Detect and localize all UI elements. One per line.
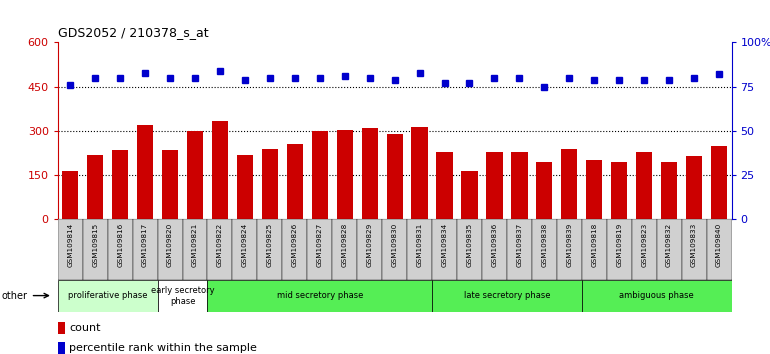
Text: count: count bbox=[69, 323, 101, 333]
Text: GSM109835: GSM109835 bbox=[467, 222, 473, 267]
Text: GSM109833: GSM109833 bbox=[691, 222, 697, 267]
Bar bbox=[336, 130, 353, 219]
Text: GDS2052 / 210378_s_at: GDS2052 / 210378_s_at bbox=[58, 26, 209, 39]
Bar bbox=[411, 127, 427, 219]
Bar bbox=[407, 219, 432, 280]
Text: GSM109824: GSM109824 bbox=[242, 222, 248, 267]
Text: other: other bbox=[2, 291, 28, 301]
Bar bbox=[432, 280, 582, 312]
Bar bbox=[233, 219, 257, 280]
Text: GSM109817: GSM109817 bbox=[142, 222, 148, 267]
Text: mid secretory phase: mid secretory phase bbox=[276, 291, 363, 300]
Bar bbox=[657, 219, 681, 280]
Bar bbox=[58, 219, 82, 280]
Bar bbox=[461, 171, 477, 219]
Text: GSM109840: GSM109840 bbox=[716, 222, 722, 267]
Bar bbox=[437, 152, 453, 219]
Bar bbox=[487, 152, 503, 219]
Text: GSM109828: GSM109828 bbox=[342, 222, 348, 267]
Bar bbox=[607, 219, 631, 280]
Bar bbox=[686, 156, 702, 219]
Bar bbox=[557, 219, 582, 280]
Text: early secretory
phase: early secretory phase bbox=[151, 286, 214, 306]
Bar bbox=[112, 150, 129, 219]
Text: GSM109826: GSM109826 bbox=[292, 222, 298, 267]
Bar bbox=[158, 219, 182, 280]
Text: GSM109814: GSM109814 bbox=[67, 222, 73, 267]
Text: GSM109838: GSM109838 bbox=[541, 222, 547, 267]
Bar bbox=[237, 155, 253, 219]
Bar bbox=[681, 219, 707, 280]
Bar bbox=[582, 219, 607, 280]
Bar bbox=[387, 134, 403, 219]
Text: GSM109837: GSM109837 bbox=[517, 222, 522, 267]
Text: GSM109829: GSM109829 bbox=[367, 222, 373, 267]
Bar bbox=[482, 219, 507, 280]
Text: GSM109831: GSM109831 bbox=[417, 222, 423, 267]
Bar bbox=[137, 125, 153, 219]
Bar bbox=[58, 342, 65, 354]
Bar bbox=[307, 219, 332, 280]
Text: GSM109815: GSM109815 bbox=[92, 222, 99, 267]
Bar bbox=[262, 149, 278, 219]
Bar bbox=[636, 152, 652, 219]
Bar bbox=[586, 160, 602, 219]
Text: GSM109834: GSM109834 bbox=[441, 222, 447, 267]
Bar bbox=[362, 128, 378, 219]
Text: GSM109830: GSM109830 bbox=[392, 222, 397, 267]
Text: percentile rank within the sample: percentile rank within the sample bbox=[69, 343, 257, 353]
Text: GSM109825: GSM109825 bbox=[267, 222, 273, 267]
Bar bbox=[582, 280, 732, 312]
Bar bbox=[207, 280, 432, 312]
Bar bbox=[382, 219, 407, 280]
Bar bbox=[507, 219, 532, 280]
Bar bbox=[108, 219, 132, 280]
Bar bbox=[187, 131, 203, 219]
Text: GSM109821: GSM109821 bbox=[192, 222, 198, 267]
Bar bbox=[357, 219, 382, 280]
Bar bbox=[611, 162, 628, 219]
Bar bbox=[283, 219, 307, 280]
Bar bbox=[182, 219, 207, 280]
Bar bbox=[162, 150, 178, 219]
Bar bbox=[82, 219, 108, 280]
Text: GSM109816: GSM109816 bbox=[117, 222, 123, 267]
Bar bbox=[286, 144, 303, 219]
Bar bbox=[312, 131, 328, 219]
Bar bbox=[511, 152, 527, 219]
Bar bbox=[132, 219, 158, 280]
Bar bbox=[212, 121, 228, 219]
Bar bbox=[58, 280, 158, 312]
Bar bbox=[207, 219, 233, 280]
Bar bbox=[711, 146, 727, 219]
Bar bbox=[432, 219, 457, 280]
Text: GSM109832: GSM109832 bbox=[666, 222, 672, 267]
Bar bbox=[631, 219, 657, 280]
Bar bbox=[257, 219, 283, 280]
Bar bbox=[561, 149, 578, 219]
Text: GSM109820: GSM109820 bbox=[167, 222, 173, 267]
Text: GSM109836: GSM109836 bbox=[491, 222, 497, 267]
Text: late secretory phase: late secretory phase bbox=[464, 291, 551, 300]
Bar bbox=[536, 162, 552, 219]
Bar bbox=[457, 219, 482, 280]
Bar bbox=[332, 219, 357, 280]
Text: GSM109827: GSM109827 bbox=[316, 222, 323, 267]
Bar bbox=[158, 280, 207, 312]
Bar bbox=[87, 155, 103, 219]
Bar bbox=[532, 219, 557, 280]
Text: proliferative phase: proliferative phase bbox=[68, 291, 147, 300]
Text: GSM109819: GSM109819 bbox=[616, 222, 622, 267]
Text: ambiguous phase: ambiguous phase bbox=[619, 291, 694, 300]
Text: GSM109818: GSM109818 bbox=[591, 222, 598, 267]
Text: GSM109823: GSM109823 bbox=[641, 222, 647, 267]
Bar bbox=[661, 162, 678, 219]
Text: GSM109839: GSM109839 bbox=[566, 222, 572, 267]
Text: GSM109822: GSM109822 bbox=[217, 222, 223, 267]
Bar bbox=[58, 322, 65, 334]
Bar bbox=[62, 171, 79, 219]
Bar bbox=[707, 219, 732, 280]
